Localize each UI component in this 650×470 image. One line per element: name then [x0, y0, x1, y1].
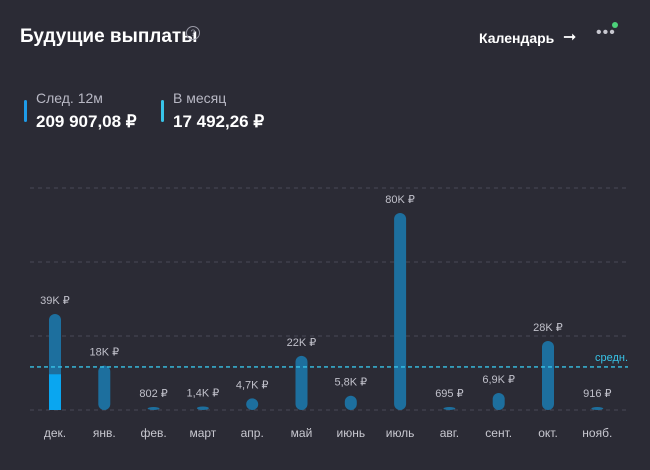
bar-value-label: 80K ₽: [385, 194, 415, 206]
chart-bar: [542, 341, 554, 410]
stat-label: В месяц: [173, 90, 227, 106]
average-label: средн.: [595, 352, 628, 364]
page-title: Будущие выплаты: [20, 26, 198, 47]
x-tick-label: фев.: [140, 426, 166, 440]
bar-value-label: 28K ₽: [533, 322, 563, 334]
bar-value-label: 18K ₽: [89, 347, 119, 359]
bar-value-label: 39K ₽: [40, 295, 70, 307]
x-tick-label: янв.: [93, 426, 116, 440]
x-tick-label: июль: [386, 426, 415, 440]
more-dots-icon[interactable]: •••: [596, 24, 616, 41]
chart-bar: [394, 213, 407, 410]
x-tick-label: май: [291, 426, 313, 440]
bar-value-label: 22K ₽: [287, 337, 317, 349]
chart-bar: [443, 407, 456, 410]
stat-color-bar: [24, 100, 27, 122]
x-tick-label: окт.: [538, 426, 558, 440]
x-tick-label: апр.: [241, 426, 264, 440]
bar-value-label: 6,9K ₽: [482, 374, 515, 386]
x-tick-label: июнь: [337, 426, 366, 440]
x-tick-label: сент.: [485, 426, 512, 440]
x-tick-label: нояб.: [582, 426, 612, 440]
chart-bar: [147, 407, 160, 410]
chart-bar: [591, 407, 604, 410]
bar-value-label: 5,8K ₽: [334, 377, 367, 389]
chart-bar-highlight: [49, 374, 61, 410]
x-tick-label: авг.: [440, 426, 459, 440]
stat-color-bar: [161, 100, 164, 122]
bar-value-label: 1,4K ₽: [187, 388, 220, 400]
bar-value-label: 802 ₽: [139, 388, 167, 400]
bar-value-label: 695 ₽: [435, 388, 463, 400]
calendar-link[interactable]: Календарь: [479, 30, 555, 46]
arrow-right-icon[interactable]: ➞: [563, 29, 577, 46]
bar-value-label: 916 ₽: [583, 388, 611, 400]
stat-label: След. 12м: [36, 90, 103, 106]
chart-bar: [246, 398, 259, 410]
stat-value: 209 907,08 ₽: [36, 112, 137, 131]
chart-bar: [196, 406, 209, 410]
stat-value: 17 492,26 ₽: [173, 112, 265, 131]
question-circle-icon[interactable]: ?: [186, 26, 200, 40]
chart-bar: [295, 355, 308, 410]
x-tick-label: март: [189, 426, 216, 440]
chart-bar: [98, 365, 111, 410]
x-tick-label: дек.: [44, 426, 66, 440]
chart-bar: [344, 395, 357, 410]
status-dot-icon: [612, 22, 618, 28]
bar-value-label: 4,7K ₽: [236, 379, 269, 391]
chart-bar: [492, 393, 505, 410]
